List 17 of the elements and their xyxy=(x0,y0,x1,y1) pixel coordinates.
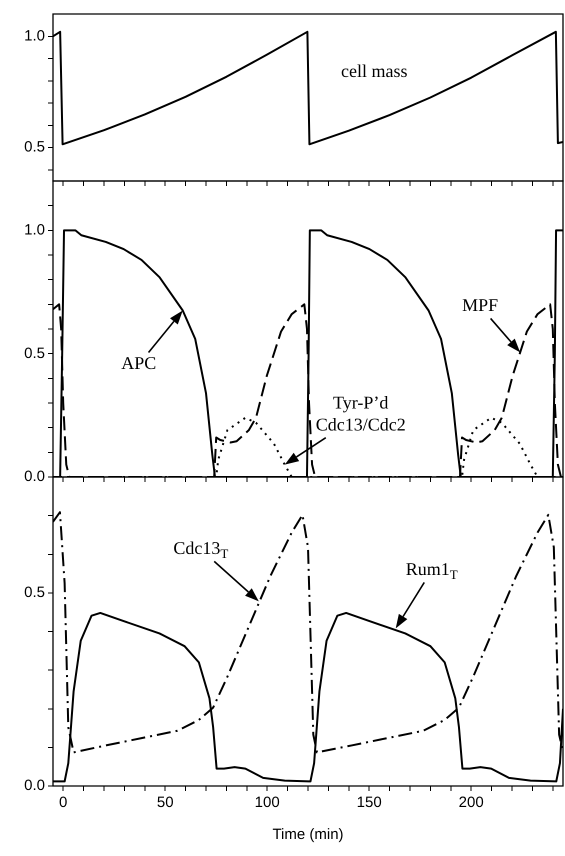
y-tick-label: 0.5 xyxy=(24,584,45,602)
annotation: APC xyxy=(121,353,156,374)
x-tick-label: 200 xyxy=(458,794,484,812)
annotation: cell mass xyxy=(341,61,408,82)
x-tick-label: 50 xyxy=(156,794,174,812)
annotation: Tyr-P’d Cdc13/Cdc2 xyxy=(316,392,406,434)
y-tick-label: 0.5 xyxy=(24,138,45,156)
x-tick-label: 100 xyxy=(254,794,280,812)
y-tick-label: 0.5 xyxy=(24,344,45,362)
x-tick-label: 0 xyxy=(59,794,68,812)
y-tick-label: 1.0 xyxy=(24,221,45,238)
x-axis-title: Time (min) xyxy=(272,826,344,844)
y-tick-label: 0.0 xyxy=(24,777,45,794)
x-tick-label: 150 xyxy=(356,794,382,812)
y-tick-label: 1.0 xyxy=(24,27,45,44)
y-tick-label: 0.0 xyxy=(24,468,45,486)
annotation: MPF xyxy=(462,295,498,316)
